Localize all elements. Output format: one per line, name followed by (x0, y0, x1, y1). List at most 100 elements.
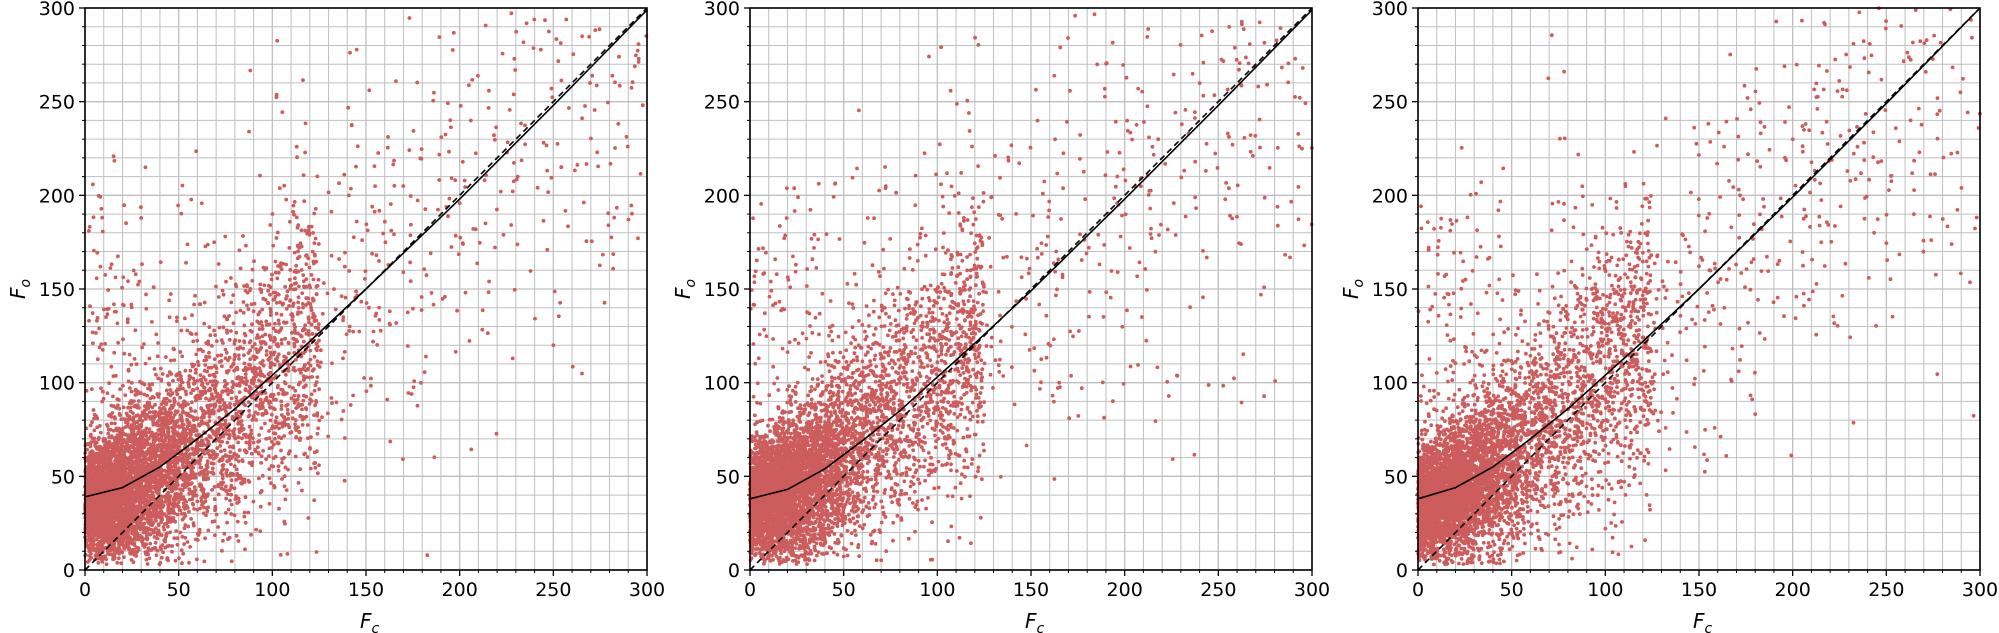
data-point (216, 262, 221, 266)
data-point (274, 311, 279, 316)
data-point (385, 145, 390, 150)
data-point (500, 51, 505, 56)
data-point (232, 339, 237, 344)
data-point (95, 357, 100, 362)
data-point (320, 311, 325, 316)
data-point (610, 73, 615, 78)
data-point (312, 461, 316, 466)
data-point (487, 88, 491, 93)
data-point (256, 445, 260, 450)
data-point (244, 432, 248, 437)
data-point (407, 148, 412, 153)
data-point (215, 391, 220, 396)
data-point (142, 392, 147, 397)
data-point (385, 397, 390, 402)
data-point (636, 60, 641, 64)
data-point (151, 395, 156, 400)
data-point (173, 519, 178, 524)
data-point (177, 466, 182, 471)
data-point (104, 562, 109, 567)
data-point (209, 365, 214, 370)
data-point (171, 468, 176, 473)
data-point (185, 242, 190, 247)
data-point (535, 185, 540, 190)
data-point (120, 285, 124, 290)
data-point (270, 426, 274, 431)
data-point (98, 264, 103, 269)
data-point (250, 463, 254, 468)
data-point (302, 452, 307, 457)
data-point (477, 240, 482, 245)
data-point (316, 471, 320, 476)
data-point (178, 487, 183, 492)
data-point (300, 302, 305, 306)
data-point (278, 553, 283, 557)
data-point (100, 215, 105, 220)
data-point (85, 560, 90, 564)
data-point (127, 352, 132, 357)
data-point (224, 405, 229, 409)
data-point (122, 203, 127, 208)
data-point (122, 351, 127, 356)
data-point (212, 485, 217, 489)
data-point (152, 416, 156, 421)
data-point (632, 64, 637, 69)
data-point (249, 428, 254, 433)
data-point (531, 46, 536, 50)
data-point (205, 509, 210, 514)
data-point (92, 248, 96, 253)
data-point (269, 412, 274, 417)
data-point (213, 508, 217, 513)
data-point (453, 349, 458, 354)
data-points (83, 8, 649, 567)
data-point (629, 203, 634, 208)
data-point (109, 364, 114, 369)
data-point (212, 386, 217, 391)
data-point (311, 277, 316, 282)
data-point (555, 142, 560, 146)
data-point (260, 334, 265, 339)
data-point (408, 260, 412, 265)
data-point (155, 354, 160, 359)
data-point (463, 290, 468, 295)
data-point (308, 357, 313, 362)
data-point (551, 343, 556, 348)
data-point (309, 273, 314, 277)
data-point (287, 246, 292, 250)
data-point (212, 497, 217, 502)
data-point (194, 433, 199, 438)
data-point (250, 344, 255, 349)
data-point (613, 80, 617, 85)
data-point (179, 328, 184, 333)
data-point (310, 249, 315, 254)
data-point (299, 334, 304, 339)
data-point (571, 52, 576, 57)
data-point (241, 234, 245, 238)
data-point (288, 286, 293, 291)
data-point (242, 477, 247, 482)
data-point (225, 316, 229, 321)
data-point (260, 412, 265, 416)
data-point (197, 302, 202, 306)
data-point (307, 265, 312, 270)
data-point (150, 320, 154, 324)
data-point (169, 502, 174, 507)
data-point (592, 108, 597, 112)
data-point (156, 490, 161, 495)
data-point (486, 106, 491, 110)
data-point (270, 272, 274, 277)
data-point (614, 205, 619, 210)
data-point (97, 435, 101, 440)
data-point (254, 418, 258, 422)
data-point (268, 337, 273, 342)
data-point (177, 444, 182, 449)
data-point (319, 348, 323, 353)
data-point (276, 468, 281, 473)
data-point (111, 154, 116, 159)
data-point (190, 388, 195, 392)
data-point (432, 90, 436, 95)
data-point (449, 176, 454, 181)
data-point (87, 229, 91, 233)
data-point (312, 413, 316, 417)
